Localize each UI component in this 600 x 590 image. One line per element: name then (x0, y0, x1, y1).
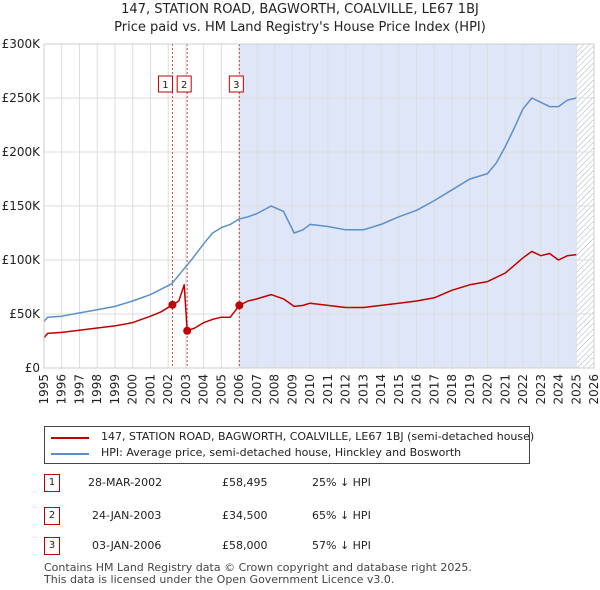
y-tick-label: £0 (25, 361, 40, 375)
transaction-badge: 1 (44, 474, 60, 492)
x-tick-label: 2025 (569, 374, 583, 405)
sale-point (168, 300, 177, 309)
y-tick-label: £150K (2, 199, 42, 213)
sale-marker-badge (228, 75, 244, 93)
x-tick-label: 2007 (250, 374, 264, 405)
x-tick-label: 1995 (37, 374, 51, 405)
y-tick-label: £100K (2, 253, 42, 267)
legend: 147, STATION ROAD, BAGWORTH, COALVILLE, … (44, 426, 534, 464)
transaction-badge: 2 (44, 507, 60, 525)
sale-marker-number: 3 (233, 80, 239, 91)
sale-marker-number: 1 (162, 80, 168, 91)
transaction-date: 03-JAN-2006 (92, 539, 162, 552)
x-tick-label: 2017 (427, 374, 441, 405)
x-tick-label: 2002 (161, 374, 175, 405)
transaction-price: £34,500 (222, 509, 268, 522)
x-tick-label: 2019 (463, 374, 477, 405)
transaction-row: 1 28-MAR-2002 £58,495 25% ↓ HPI (44, 474, 544, 492)
x-tick-label: 2020 (481, 374, 495, 405)
transaction-change: 25% ↓ HPI (312, 476, 371, 489)
x-tick-label: 1999 (108, 374, 122, 405)
y-tick-label: £200K (2, 145, 42, 159)
chart-subtitle: Price paid vs. HM Land Registry's House … (114, 20, 486, 35)
property-price-line (43, 250, 577, 339)
sale-point (235, 301, 244, 310)
x-tick-label: 2011 (321, 374, 335, 405)
x-tick-label: 2000 (126, 374, 140, 405)
legend-swatch-property (51, 437, 89, 439)
transaction-date: 24-JAN-2003 (92, 509, 162, 522)
x-tick-label: 2010 (303, 374, 317, 405)
y-tick-label: £300K (2, 37, 42, 51)
x-tick-label: 2024 (552, 374, 566, 405)
transaction-price: £58,000 (222, 539, 268, 552)
sale-point (183, 326, 192, 335)
transaction-change: 65% ↓ HPI (312, 509, 371, 522)
sale-marker-number: 2 (181, 80, 187, 91)
transaction-row: 2 24-JAN-2003 £34,500 65% ↓ HPI (44, 507, 544, 525)
x-tick-label: 1996 (55, 374, 69, 405)
x-tick-label: 1997 (72, 374, 86, 405)
chart-title: 147, STATION ROAD, BAGWORTH, COALVILLE, … (121, 2, 479, 17)
x-tick-label: 2022 (516, 374, 530, 405)
footer-copyright: Contains HM Land Registry data © Crown c… (44, 561, 472, 574)
x-tick-label: 2005 (214, 374, 228, 405)
transaction-change: 57% ↓ HPI (312, 539, 371, 552)
x-tick-label: 2026 (587, 374, 600, 405)
footer-license: This data is licensed under the Open Gov… (44, 573, 395, 586)
sale-marker-badge (157, 75, 173, 93)
transaction-price: £58,495 (222, 476, 268, 489)
x-tick-label: 2014 (374, 374, 388, 405)
x-tick-label: 2015 (392, 374, 406, 405)
x-tick-label: 2021 (498, 374, 512, 405)
x-tick-label: 2023 (534, 374, 548, 405)
x-tick-label: 2006 (232, 374, 246, 405)
plot-border (43, 43, 595, 369)
x-tick-label: 2012 (339, 374, 353, 405)
transaction-date: 28-MAR-2002 (88, 476, 163, 489)
hpi-line (43, 97, 577, 323)
x-tick-label: 2018 (445, 374, 459, 405)
x-tick-label: 2004 (197, 374, 211, 405)
y-tick-label: £250K (2, 91, 42, 105)
sale-marker-badge (176, 75, 192, 93)
x-tick-label: 2001 (143, 374, 157, 405)
x-tick-label: 2003 (179, 374, 193, 405)
x-tick-label: 2016 (410, 374, 424, 405)
x-tick-label: 1998 (90, 374, 104, 405)
legend-swatch-hpi (51, 453, 89, 455)
x-tick-label: 2013 (356, 374, 370, 405)
legend-label-property: 147, STATION ROAD, BAGWORTH, COALVILLE, … (101, 430, 535, 443)
transaction-row: 3 03-JAN-2006 £58,000 57% ↓ HPI (44, 537, 544, 555)
transaction-badge: 3 (44, 537, 60, 555)
x-tick-label: 2008 (268, 374, 282, 405)
y-tick-label: £50K (9, 307, 41, 321)
x-tick-label: 2009 (285, 374, 299, 405)
legend-label-hpi: HPI: Average price, semi-detached house,… (101, 446, 462, 459)
